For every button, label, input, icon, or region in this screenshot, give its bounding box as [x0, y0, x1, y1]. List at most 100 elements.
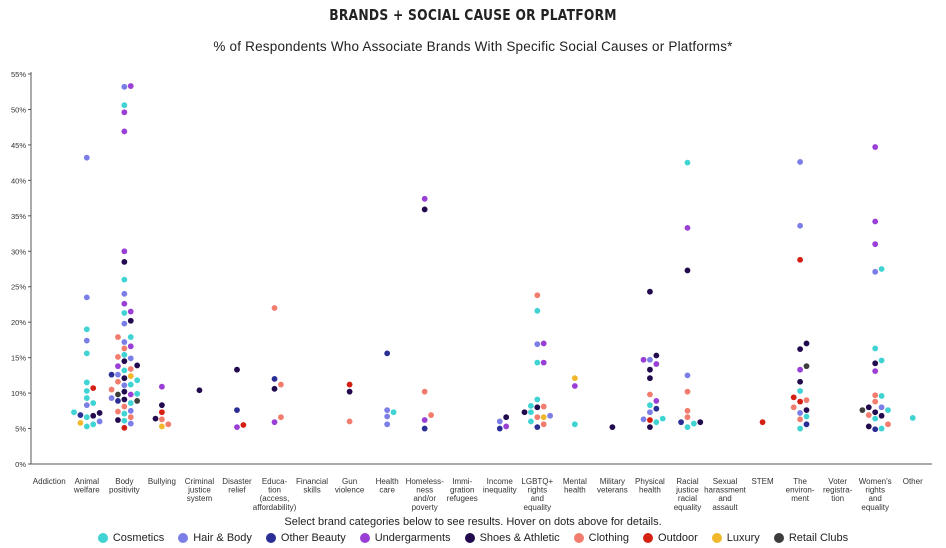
data-point-clothing[interactable]: Clothing: 8.1% [121, 403, 128, 410]
data-point-other-beauty[interactable]: Other Beauty: 7.6% [234, 407, 240, 414]
data-point-cosmetics[interactable]: Cosmetics: 9.9% [134, 390, 141, 397]
data-point-shoes-athletic[interactable]: Shoes & Athletic: 7.3% [872, 409, 879, 416]
data-point-undergarments[interactable]: Undergarments: 5.3% [503, 423, 510, 430]
data-point-outdoor[interactable]: Outdoor: 8.8% [797, 398, 804, 405]
data-point-clothing[interactable]: Clothing: 8.8% [872, 398, 879, 405]
data-point-outdoor[interactable]: Outdoor: 5.1% [121, 424, 128, 431]
legend-item-other-beauty[interactable]: Other Beauty [265, 532, 346, 544]
data-point-cosmetics[interactable]: Cosmetics: 5.6% [571, 421, 578, 428]
data-point-shoes-athletic[interactable]: Shoes & Athletic: 10.6% [271, 385, 278, 392]
data-point-undergarments[interactable]: Undergarments: 16.6% [127, 343, 134, 350]
data-point-cosmetics[interactable]: Cosmetics: 7.3% [71, 409, 77, 416]
data-point-hair-body[interactable]: Hair & Body: 7.3% [647, 409, 653, 416]
data-point-cosmetics[interactable]: Cosmetics: 5.2% [684, 424, 691, 431]
data-point-shoes-athletic[interactable]: Shoes & Athletic: 17% [803, 340, 810, 347]
data-point-shoes-athletic[interactable]: Shoes & Athletic: 8% [865, 404, 872, 411]
data-point-hair-body[interactable]: Hair & Body: 24% [121, 290, 128, 297]
data-point-clothing[interactable]: Clothing: 6.6% [278, 414, 284, 421]
data-point-cosmetics[interactable]: Cosmetics: 50.6% [121, 102, 128, 109]
data-point-clothing[interactable]: Clothing: 10.2% [684, 388, 691, 395]
data-point-cosmetics[interactable]: Cosmetics: 5% [878, 425, 885, 432]
data-point-cosmetics[interactable]: Cosmetics: 5.9% [653, 419, 660, 426]
data-point-clothing[interactable]: Clothing: 9.8% [647, 391, 653, 398]
data-point-clothing[interactable]: Clothing: 5.6% [885, 421, 891, 428]
data-point-clothing[interactable]: Clothing: 15.1% [115, 354, 121, 360]
data-point-undergarments[interactable]: Undergarments: 31% [872, 241, 879, 248]
data-point-cosmetics[interactable]: Cosmetics: 13.2% [121, 367, 128, 374]
data-point-undergarments[interactable]: Undergarments: 14.7% [640, 356, 647, 363]
data-point-cosmetics[interactable]: Cosmetics: 5% [797, 425, 804, 432]
data-point-clothing[interactable]: Clothing: 7.5% [684, 407, 691, 414]
data-point-shoes-athletic[interactable]: Shoes & Athletic: 27.3% [684, 267, 691, 274]
data-point-shoes-athletic[interactable]: Shoes & Athletic: 7.3% [521, 409, 528, 416]
data-point-other-beauty[interactable]: Other Beauty: 5.2% [534, 424, 541, 431]
data-point-undergarments[interactable]: Undergarments: 6.2% [421, 417, 428, 423]
data-point-cosmetics[interactable]: Cosmetics: 17.9% [127, 334, 134, 340]
data-point-shoes-athletic[interactable]: Shoes & Athletic: 8% [534, 404, 541, 411]
data-point-undergarments[interactable]: Undergarments: 49.6% [121, 109, 128, 116]
data-point-retail-clubs[interactable]: Retail Clubs: 13.8% [803, 363, 810, 370]
data-point-outdoor[interactable]: Outdoor: 9.4% [790, 394, 797, 401]
data-point-shoes-athletic[interactable]: Shoes & Athletic: 10.2% [121, 388, 128, 395]
data-point-shoes-athletic[interactable]: Shoes & Athletic: 28.5% [121, 259, 128, 265]
data-point-shoes-athletic[interactable]: Shoes & Athletic: 5.2% [647, 424, 653, 431]
data-point-hair-body[interactable]: Hair & Body: 8% [878, 404, 885, 411]
data-point-shoes-athletic[interactable]: Shoes & Athletic: 5.9% [697, 419, 704, 426]
data-point-hair-body[interactable]: Hair & Body: 14.9% [127, 355, 134, 362]
data-point-undergarments[interactable]: Undergarments: 13.3% [797, 366, 804, 373]
data-point-cosmetics[interactable]: Cosmetics: 5.3% [83, 423, 90, 430]
data-point-cosmetics[interactable]: Cosmetics: 9.6% [878, 393, 885, 399]
data-point-cosmetics[interactable]: Cosmetics: 10.3% [83, 388, 90, 394]
data-points[interactable]: Other Beauty: 4.9%Cosmetics: 5%Cosmetics… [71, 83, 916, 433]
data-point-hair-body[interactable]: Hair & Body: 6.8% [547, 412, 554, 419]
data-point-undergarments[interactable]: Undergarments: 13.8% [115, 363, 121, 370]
data-point-hair-body[interactable]: Hair & Body: 43.2% [83, 154, 90, 161]
data-point-hair-body[interactable]: Hair & Body: 7.5% [127, 407, 134, 414]
data-point-clothing[interactable]: Clothing: 6.3% [797, 416, 804, 423]
data-point-cosmetics[interactable]: Cosmetics: 7.3% [528, 409, 534, 416]
data-point-hair-body[interactable]: Hair & Body: 6.3% [640, 416, 647, 423]
data-point-clothing[interactable]: Clothing: 23.8% [534, 292, 541, 299]
data-point-shoes-athletic[interactable]: Shoes & Athletic: 7.6% [803, 407, 810, 414]
data-point-cosmetics[interactable]: Cosmetics: 11.8% [134, 377, 141, 384]
data-point-clothing[interactable]: Clothing: 6.9% [428, 412, 434, 418]
data-point-shoes-athletic[interactable]: Shoes & Athletic: 13.3% [234, 366, 240, 373]
data-point-luxury[interactable]: Luxury: 6.6% [540, 414, 547, 421]
data-point-hair-body[interactable]: Hair & Body: 23.5% [83, 294, 90, 301]
data-point-hair-body[interactable]: Hair & Body: 6.7% [384, 413, 391, 420]
data-point-cosmetics[interactable]: Cosmetics: 5.6% [90, 421, 97, 428]
data-point-hair-body[interactable]: Hair & Body: 5.7% [127, 420, 134, 427]
data-point-clothing[interactable]: Clothing: 6.6% [127, 414, 134, 421]
data-point-shoes-athletic[interactable]: Shoes & Athletic: 13.9% [134, 362, 141, 369]
data-point-other-beauty[interactable]: Other Beauty: 5.9% [678, 419, 684, 426]
data-point-hair-body[interactable]: Hair & Body: 7.6% [384, 407, 391, 414]
data-point-hair-body[interactable]: Hair & Body: 8.3% [83, 402, 90, 409]
data-point-outdoor[interactable]: Outdoor: 11.2% [346, 381, 353, 388]
data-point-hair-body[interactable]: Hair & Body: 9.3% [108, 395, 115, 401]
data-point-hair-body[interactable]: Hair & Body: 6% [96, 418, 103, 425]
data-point-undergarments[interactable]: Undergarments: 53.3% [127, 83, 134, 89]
data-point-undergarments[interactable]: Undergarments: 21.5% [127, 308, 134, 315]
data-point-cosmetics[interactable]: Cosmetics: 19% [83, 326, 90, 333]
data-point-shoes-athletic[interactable]: Shoes & Athletic: 5.2% [609, 424, 616, 431]
data-point-undergarments[interactable]: Undergarments: 22.6% [121, 300, 128, 307]
data-point-other-beauty[interactable]: Other Beauty: 15.6% [384, 350, 391, 357]
data-point-hair-body[interactable]: Hair & Body: 5.6% [384, 421, 391, 428]
data-point-shoes-athletic[interactable]: Shoes & Athletic: 7.2% [96, 410, 103, 416]
data-point-hair-body[interactable]: Hair & Body: 42.6% [797, 159, 804, 165]
data-point-shoes-athletic[interactable]: Shoes & Athletic: 24.3% [647, 288, 653, 295]
data-point-shoes-athletic[interactable]: Shoes & Athletic: 5.3% [865, 423, 872, 430]
data-point-other-beauty[interactable]: Other Beauty: 5% [496, 425, 503, 432]
data-point-shoes-athletic[interactable]: Shoes & Athletic: 20.2% [127, 317, 134, 324]
data-point-clothing[interactable]: Clothing: 17.9% [115, 334, 121, 340]
data-point-shoes-athletic[interactable]: Shoes & Athletic: 6.4% [152, 415, 159, 422]
data-point-clothing[interactable]: Clothing: 6.9% [865, 412, 872, 418]
data-point-clothing[interactable]: Clothing: 6.3% [158, 416, 165, 423]
data-point-shoes-athletic[interactable]: Shoes & Athletic: 15.3% [653, 352, 660, 359]
data-point-cosmetics[interactable]: Cosmetics: 6.4% [872, 415, 879, 422]
data-point-hair-body[interactable]: Hair & Body: 12.5% [684, 372, 691, 379]
legend-item-retail-clubs[interactable]: Retail Clubs [773, 532, 848, 544]
data-point-other-beauty[interactable]: Other Beauty: 4.9% [872, 426, 879, 433]
data-point-shoes-athletic[interactable]: Shoes & Athletic: 14.5% [121, 358, 128, 365]
data-point-cosmetics[interactable]: Cosmetics: 10.3% [797, 388, 804, 394]
